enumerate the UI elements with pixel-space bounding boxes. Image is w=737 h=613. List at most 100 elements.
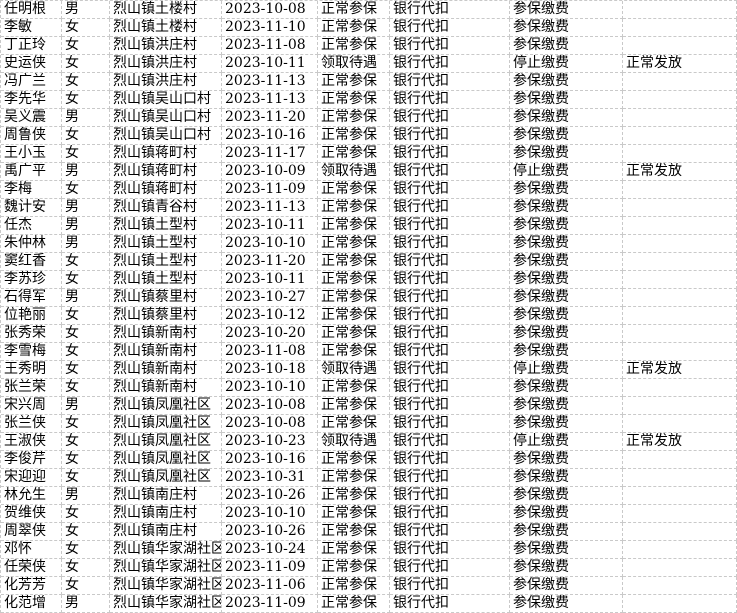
cell-payment_method[interactable]: 银行代扣	[390, 415, 510, 433]
cell-village[interactable]: 烈山镇新南村	[110, 343, 222, 361]
cell-village[interactable]: 烈山镇蒋町村	[110, 181, 222, 199]
cell-payment_status[interactable]: 参保缴费	[510, 181, 623, 199]
cell-gender[interactable]: 女	[62, 307, 110, 325]
cell-payment_status[interactable]: 参保缴费	[510, 199, 623, 217]
cell-benefit_status[interactable]	[623, 253, 737, 271]
cell-payment_status[interactable]: 参保缴费	[510, 217, 623, 235]
cell-insurance_status[interactable]: 正常参保	[318, 559, 390, 577]
cell-insurance_status[interactable]: 正常参保	[318, 109, 390, 127]
cell-gender[interactable]: 女	[62, 73, 110, 91]
cell-benefit_status[interactable]	[623, 397, 737, 415]
cell-payment_method[interactable]: 银行代扣	[390, 379, 510, 397]
cell-gender[interactable]: 男	[62, 235, 110, 253]
cell-benefit_status[interactable]	[623, 109, 737, 127]
cell-payment_method[interactable]: 银行代扣	[390, 181, 510, 199]
cell-payment_method[interactable]: 银行代扣	[390, 37, 510, 55]
cell-benefit_status[interactable]	[623, 595, 737, 613]
cell-name[interactable]: 王淑侠	[1, 433, 62, 451]
cell-name[interactable]: 张秀荣	[1, 325, 62, 343]
cell-insurance_status[interactable]: 正常参保	[318, 271, 390, 289]
cell-gender[interactable]: 女	[62, 37, 110, 55]
cell-insurance_status[interactable]: 正常参保	[318, 487, 390, 505]
cell-payment_method[interactable]: 银行代扣	[390, 253, 510, 271]
cell-insurance_status[interactable]: 领取待遇	[318, 433, 390, 451]
cell-gender[interactable]: 女	[62, 523, 110, 541]
cell-payment_status[interactable]: 参保缴费	[510, 505, 623, 523]
cell-gender[interactable]: 女	[62, 451, 110, 469]
cell-name[interactable]: 化芳芳	[1, 577, 62, 595]
cell-benefit_status[interactable]	[623, 199, 737, 217]
cell-payment_status[interactable]: 参保缴费	[510, 253, 623, 271]
cell-insurance_status[interactable]: 正常参保	[318, 307, 390, 325]
cell-payment_method[interactable]: 银行代扣	[390, 109, 510, 127]
cell-insurance_status[interactable]: 领取待遇	[318, 163, 390, 181]
cell-payment_method[interactable]: 银行代扣	[390, 163, 510, 181]
cell-benefit_status[interactable]	[623, 505, 737, 523]
cell-payment_status[interactable]: 参保缴费	[510, 397, 623, 415]
cell-gender[interactable]: 男	[62, 163, 110, 181]
cell-insurance_status[interactable]: 正常参保	[318, 379, 390, 397]
cell-date[interactable]: 2023-11-17	[222, 145, 318, 163]
cell-village[interactable]: 烈山镇青谷村	[110, 199, 222, 217]
cell-insurance_status[interactable]: 正常参保	[318, 73, 390, 91]
cell-gender[interactable]: 女	[62, 541, 110, 559]
cell-name[interactable]: 林允生	[1, 487, 62, 505]
cell-payment_method[interactable]: 银行代扣	[390, 523, 510, 541]
cell-insurance_status[interactable]: 正常参保	[318, 397, 390, 415]
cell-payment_status[interactable]: 参保缴费	[510, 343, 623, 361]
cell-benefit_status[interactable]	[623, 217, 737, 235]
cell-payment_status[interactable]: 停止缴费	[510, 55, 623, 73]
cell-payment_status[interactable]: 停止缴费	[510, 361, 623, 379]
cell-gender[interactable]: 女	[62, 559, 110, 577]
cell-insurance_status[interactable]: 正常参保	[318, 289, 390, 307]
cell-insurance_status[interactable]: 正常参保	[318, 523, 390, 541]
cell-date[interactable]: 2023-11-10	[222, 19, 318, 37]
cell-village[interactable]: 烈山镇吴山口村	[110, 109, 222, 127]
cell-payment_method[interactable]: 银行代扣	[390, 307, 510, 325]
cell-date[interactable]: 2023-10-26	[222, 487, 318, 505]
cell-benefit_status[interactable]	[623, 415, 737, 433]
cell-gender[interactable]: 女	[62, 271, 110, 289]
cell-insurance_status[interactable]: 正常参保	[318, 1, 390, 19]
cell-gender[interactable]: 男	[62, 217, 110, 235]
cell-payment_method[interactable]: 银行代扣	[390, 271, 510, 289]
cell-insurance_status[interactable]: 正常参保	[318, 595, 390, 613]
cell-payment_method[interactable]: 银行代扣	[390, 505, 510, 523]
cell-date[interactable]: 2023-10-27	[222, 289, 318, 307]
cell-village[interactable]: 烈山镇土楼村	[110, 19, 222, 37]
cell-gender[interactable]: 男	[62, 397, 110, 415]
cell-gender[interactable]: 女	[62, 91, 110, 109]
cell-benefit_status[interactable]	[623, 271, 737, 289]
cell-village[interactable]: 烈山镇土型村	[110, 217, 222, 235]
cell-date[interactable]: 2023-11-09	[222, 559, 318, 577]
cell-village[interactable]: 烈山镇蔡里村	[110, 289, 222, 307]
cell-gender[interactable]: 男	[62, 289, 110, 307]
cell-benefit_status[interactable]	[623, 19, 737, 37]
cell-benefit_status[interactable]: 正常发放	[623, 163, 737, 181]
cell-name[interactable]: 王秀明	[1, 361, 62, 379]
cell-gender[interactable]: 男	[62, 199, 110, 217]
cell-insurance_status[interactable]: 正常参保	[318, 325, 390, 343]
cell-payment_method[interactable]: 银行代扣	[390, 199, 510, 217]
cell-date[interactable]: 2023-10-10	[222, 505, 318, 523]
cell-village[interactable]: 烈山镇吴山口村	[110, 127, 222, 145]
cell-village[interactable]: 烈山镇洪庄村	[110, 37, 222, 55]
cell-gender[interactable]: 女	[62, 19, 110, 37]
cell-insurance_status[interactable]: 正常参保	[318, 127, 390, 145]
cell-payment_status[interactable]: 参保缴费	[510, 109, 623, 127]
cell-payment_status[interactable]: 参保缴费	[510, 37, 623, 55]
cell-date[interactable]: 2023-11-13	[222, 91, 318, 109]
cell-payment_method[interactable]: 银行代扣	[390, 577, 510, 595]
cell-payment_status[interactable]: 参保缴费	[510, 127, 623, 145]
cell-payment_method[interactable]: 银行代扣	[390, 1, 510, 19]
cell-name[interactable]: 史运侠	[1, 55, 62, 73]
cell-payment_method[interactable]: 银行代扣	[390, 289, 510, 307]
cell-village[interactable]: 烈山镇土型村	[110, 253, 222, 271]
cell-name[interactable]: 魏计安	[1, 199, 62, 217]
cell-gender[interactable]: 女	[62, 127, 110, 145]
cell-payment_status[interactable]: 参保缴费	[510, 325, 623, 343]
cell-village[interactable]: 烈山镇蒋町村	[110, 163, 222, 181]
cell-village[interactable]: 烈山镇华家湖社区	[110, 595, 222, 613]
cell-benefit_status[interactable]: 正常发放	[623, 433, 737, 451]
cell-payment_method[interactable]: 银行代扣	[390, 469, 510, 487]
